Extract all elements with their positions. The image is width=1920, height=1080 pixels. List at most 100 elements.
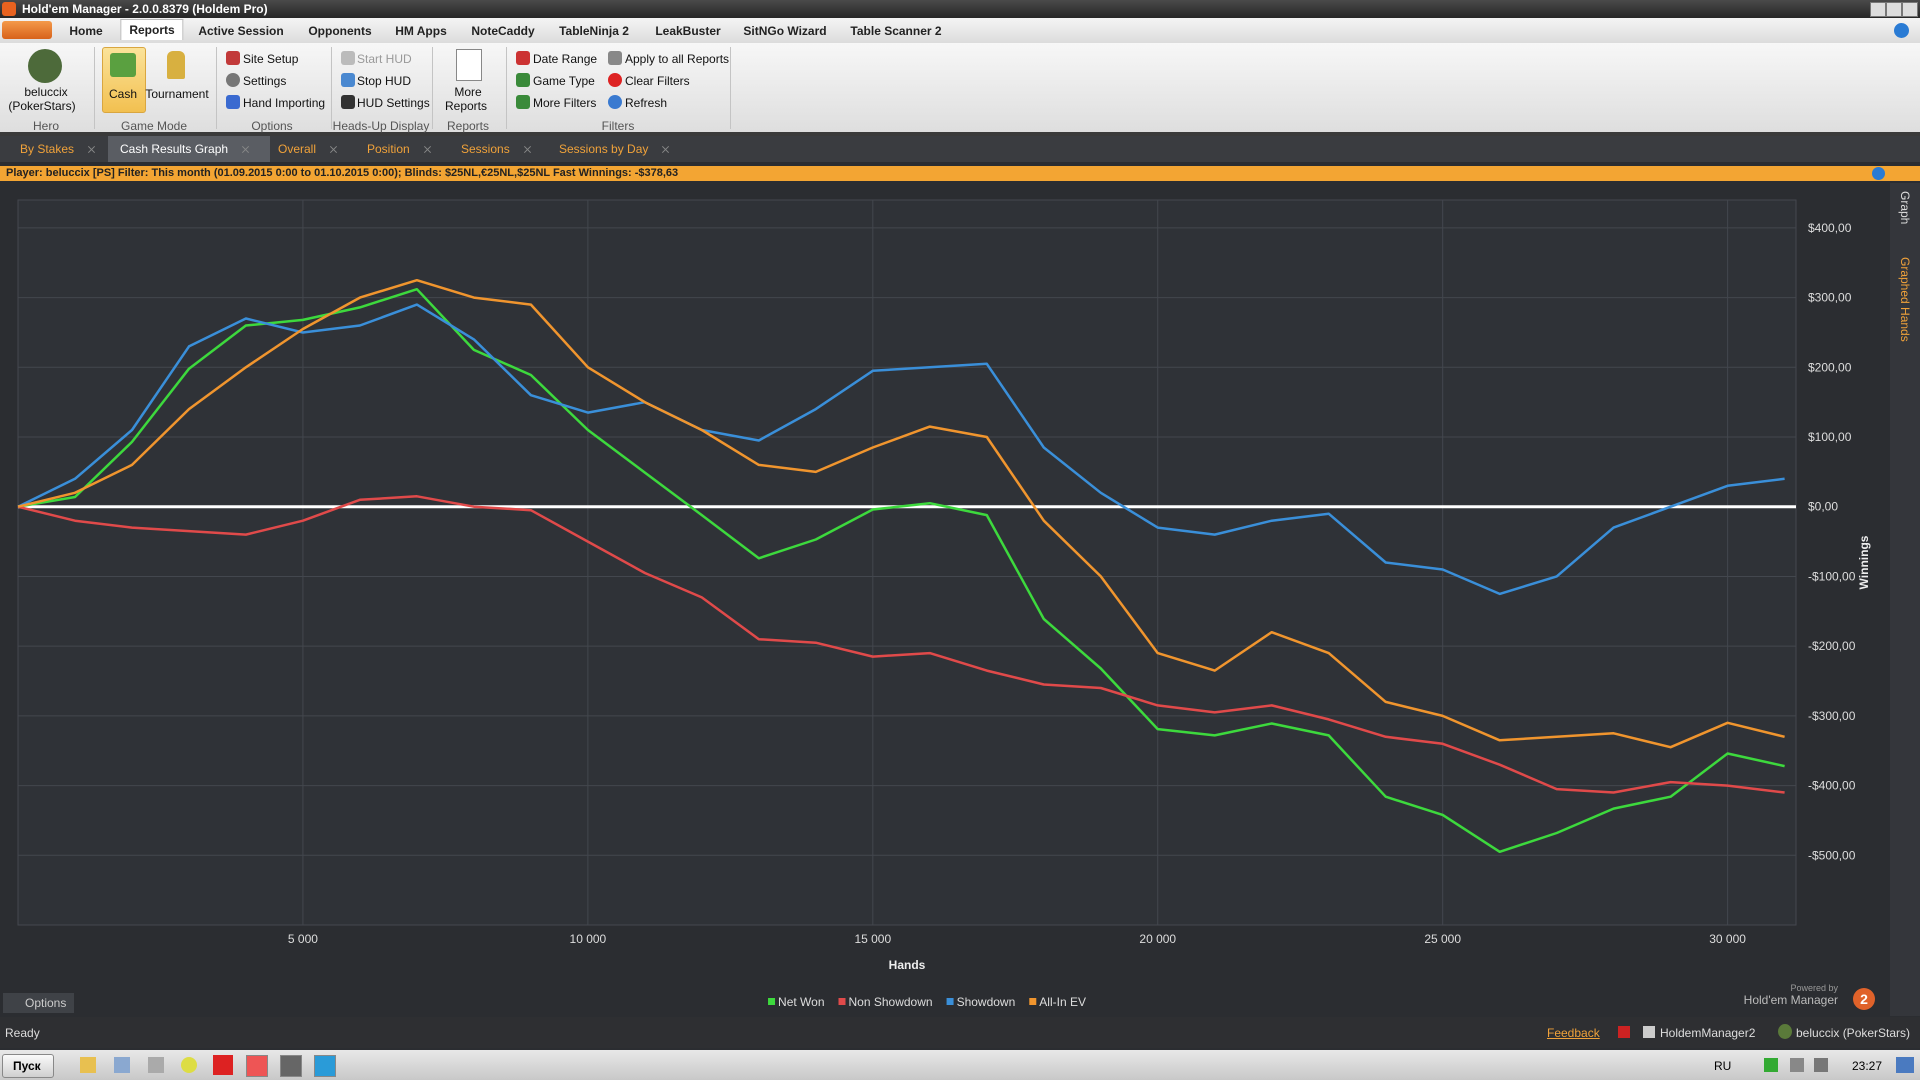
tab-label[interactable]: Position bbox=[367, 142, 410, 156]
x-tick-label: 5 000 bbox=[288, 932, 318, 946]
icon bbox=[341, 73, 355, 87]
feedback-link[interactable]: Feedback bbox=[1547, 1026, 1600, 1040]
minimize-button[interactable] bbox=[1870, 2, 1886, 17]
x-tick-label: 20 000 bbox=[1139, 932, 1176, 946]
separator bbox=[506, 47, 507, 129]
start-button[interactable]: Пуск bbox=[2, 1054, 54, 1078]
tab[interactable]: By Stakes bbox=[8, 136, 112, 162]
close-button[interactable] bbox=[1902, 2, 1918, 17]
ribbon-button[interactable]: More bbox=[454, 85, 482, 99]
legend-swatch bbox=[768, 998, 776, 1005]
language-indicator[interactable]: RU bbox=[1714, 1059, 1732, 1073]
options-button[interactable]: Options bbox=[3, 993, 75, 1013]
tab[interactable]: Position bbox=[355, 136, 453, 162]
tab-label[interactable]: Sessions by Day bbox=[559, 142, 649, 156]
ribbon-button[interactable]: Site Setup bbox=[243, 52, 299, 66]
taskbar-icon[interactable] bbox=[148, 1057, 164, 1073]
icon bbox=[1618, 1026, 1630, 1038]
y-tick-label: $200,00 bbox=[1808, 360, 1852, 374]
taskbar-icon[interactable] bbox=[213, 1055, 233, 1075]
tab-bar: By Stakes Cash Results Graph Overall Pos… bbox=[0, 136, 1920, 162]
menu-item[interactable]: NoteCaddy bbox=[471, 24, 535, 38]
menu-item[interactable]: Reports bbox=[120, 19, 184, 40]
icon bbox=[341, 95, 355, 109]
separator bbox=[331, 47, 332, 129]
ribbon: beluccix (PokerStars) Hero Cash Tourname… bbox=[0, 43, 1920, 136]
start-label[interactable]: Пуск bbox=[13, 1059, 41, 1073]
help-icon[interactable] bbox=[1872, 167, 1885, 180]
hero-name[interactable]: beluccix bbox=[24, 85, 68, 99]
reports-icon bbox=[456, 49, 482, 81]
tab-label[interactable]: By Stakes bbox=[20, 142, 75, 156]
x-tick-label: 30 000 bbox=[1709, 932, 1746, 946]
group-label: Hero bbox=[32, 119, 60, 133]
tab[interactable]: Cash Results Graph bbox=[108, 136, 270, 162]
menu-item[interactable]: Active Session bbox=[198, 24, 284, 38]
taskbar-icon[interactable] bbox=[114, 1057, 130, 1073]
title-bar: Hold'em Manager - 2.0.0.8379 (Holdem Pro… bbox=[0, 0, 1920, 18]
hero-site[interactable]: (PokerStars) bbox=[8, 99, 76, 113]
ribbon-button[interactable]: Date Range bbox=[533, 52, 598, 66]
ribbon-button[interactable]: More Filters bbox=[533, 96, 597, 110]
menu-item[interactable]: Home bbox=[69, 24, 103, 38]
menu-item[interactable]: SitNGo Wizard bbox=[743, 24, 827, 38]
menu-item[interactable]: HM Apps bbox=[395, 24, 447, 38]
hero-avatar[interactable] bbox=[28, 49, 62, 83]
ribbon-button[interactable]: Reports bbox=[444, 99, 488, 113]
show-desktop[interactable] bbox=[1896, 1057, 1914, 1073]
group-label: Reports bbox=[446, 119, 490, 133]
maximize-button[interactable] bbox=[1886, 2, 1902, 17]
tab-label[interactable]: Sessions bbox=[461, 142, 510, 156]
tab-label[interactable]: Cash Results Graph bbox=[120, 142, 229, 156]
ribbon-button[interactable]: Settings bbox=[243, 74, 287, 88]
tab[interactable]: Sessions bbox=[449, 136, 551, 162]
ribbon-button[interactable]: Clear Filters bbox=[625, 74, 690, 88]
tab-label[interactable]: Overall bbox=[278, 142, 317, 156]
taskbar-icon[interactable] bbox=[280, 1055, 302, 1077]
help-icon[interactable] bbox=[1894, 23, 1909, 38]
ribbon-button[interactable]: Refresh bbox=[625, 96, 668, 110]
game-mode-button[interactable]: Cash bbox=[108, 87, 138, 101]
group-label: Options bbox=[251, 119, 293, 133]
taskbar-icon[interactable] bbox=[181, 1057, 197, 1073]
plot-area bbox=[17, 199, 1797, 926]
side-tab[interactable]: Graph bbox=[1898, 191, 1912, 225]
menu-item[interactable]: LeakBuster bbox=[655, 24, 721, 38]
separator bbox=[432, 47, 433, 129]
taskbar-icon[interactable] bbox=[246, 1055, 268, 1077]
clock: 23:27 bbox=[1852, 1059, 1883, 1073]
ribbon-button[interactable]: Hand Importing bbox=[243, 96, 326, 110]
cash-icon bbox=[110, 53, 136, 77]
y-tick-label: -$300,00 bbox=[1808, 709, 1856, 723]
ribbon-button[interactable]: Apply to all Reports bbox=[625, 52, 730, 66]
ribbon-button[interactable]: Stop HUD bbox=[357, 74, 412, 88]
icon bbox=[608, 95, 622, 109]
window-title: Hold'em Manager - 2.0.0.8379 (Holdem Pro… bbox=[22, 2, 268, 16]
icon bbox=[516, 51, 530, 65]
menu-bar: Home Reports Active Session Opponents HM… bbox=[0, 18, 1920, 43]
side-tab[interactable]: Graphed Hands bbox=[1898, 257, 1912, 342]
tray-icon[interactable] bbox=[1790, 1058, 1804, 1072]
group-label: Game Mode bbox=[120, 119, 188, 133]
ribbon-button[interactable]: HUD Settings bbox=[357, 96, 430, 110]
game-mode-button[interactable]: Tournament bbox=[145, 87, 209, 101]
menu-item[interactable]: Opponents bbox=[308, 24, 372, 38]
separator bbox=[730, 47, 731, 129]
tray-icon[interactable] bbox=[1764, 1058, 1778, 1072]
legend-swatch bbox=[946, 998, 954, 1005]
menu-item[interactable]: Table Scanner 2 bbox=[850, 24, 942, 38]
taskbar-icon[interactable] bbox=[80, 1057, 96, 1073]
powered-by: Powered by bbox=[1790, 983, 1838, 993]
menu-item[interactable]: TableNinja 2 bbox=[559, 24, 629, 38]
ribbon-button[interactable]: Game Type bbox=[533, 74, 595, 88]
x-tick-label: 15 000 bbox=[854, 932, 891, 946]
y-tick-label: $300,00 bbox=[1808, 291, 1852, 305]
app-icon bbox=[2, 2, 16, 16]
series-line bbox=[17, 278, 1785, 749]
tray-icon[interactable] bbox=[1814, 1058, 1828, 1072]
tab[interactable]: Sessions by Day bbox=[547, 136, 689, 162]
options-label[interactable]: Options bbox=[25, 996, 67, 1010]
taskbar-icon[interactable] bbox=[314, 1055, 336, 1077]
app-menu-button[interactable] bbox=[2, 21, 52, 39]
tab[interactable]: Overall bbox=[266, 136, 358, 162]
